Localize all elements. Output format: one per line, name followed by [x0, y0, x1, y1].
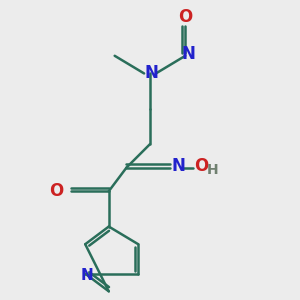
Text: O: O — [178, 8, 193, 26]
Text: O: O — [194, 157, 209, 175]
Text: O: O — [49, 182, 63, 200]
Text: N: N — [80, 268, 93, 283]
Text: N: N — [171, 157, 185, 175]
Text: N: N — [181, 45, 195, 63]
Text: N: N — [145, 64, 158, 82]
Text: H: H — [207, 163, 218, 177]
